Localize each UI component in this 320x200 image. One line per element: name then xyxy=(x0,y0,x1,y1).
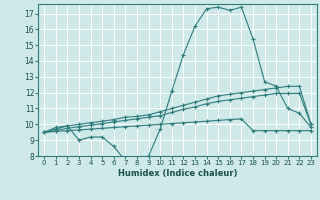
X-axis label: Humidex (Indice chaleur): Humidex (Indice chaleur) xyxy=(118,169,237,178)
